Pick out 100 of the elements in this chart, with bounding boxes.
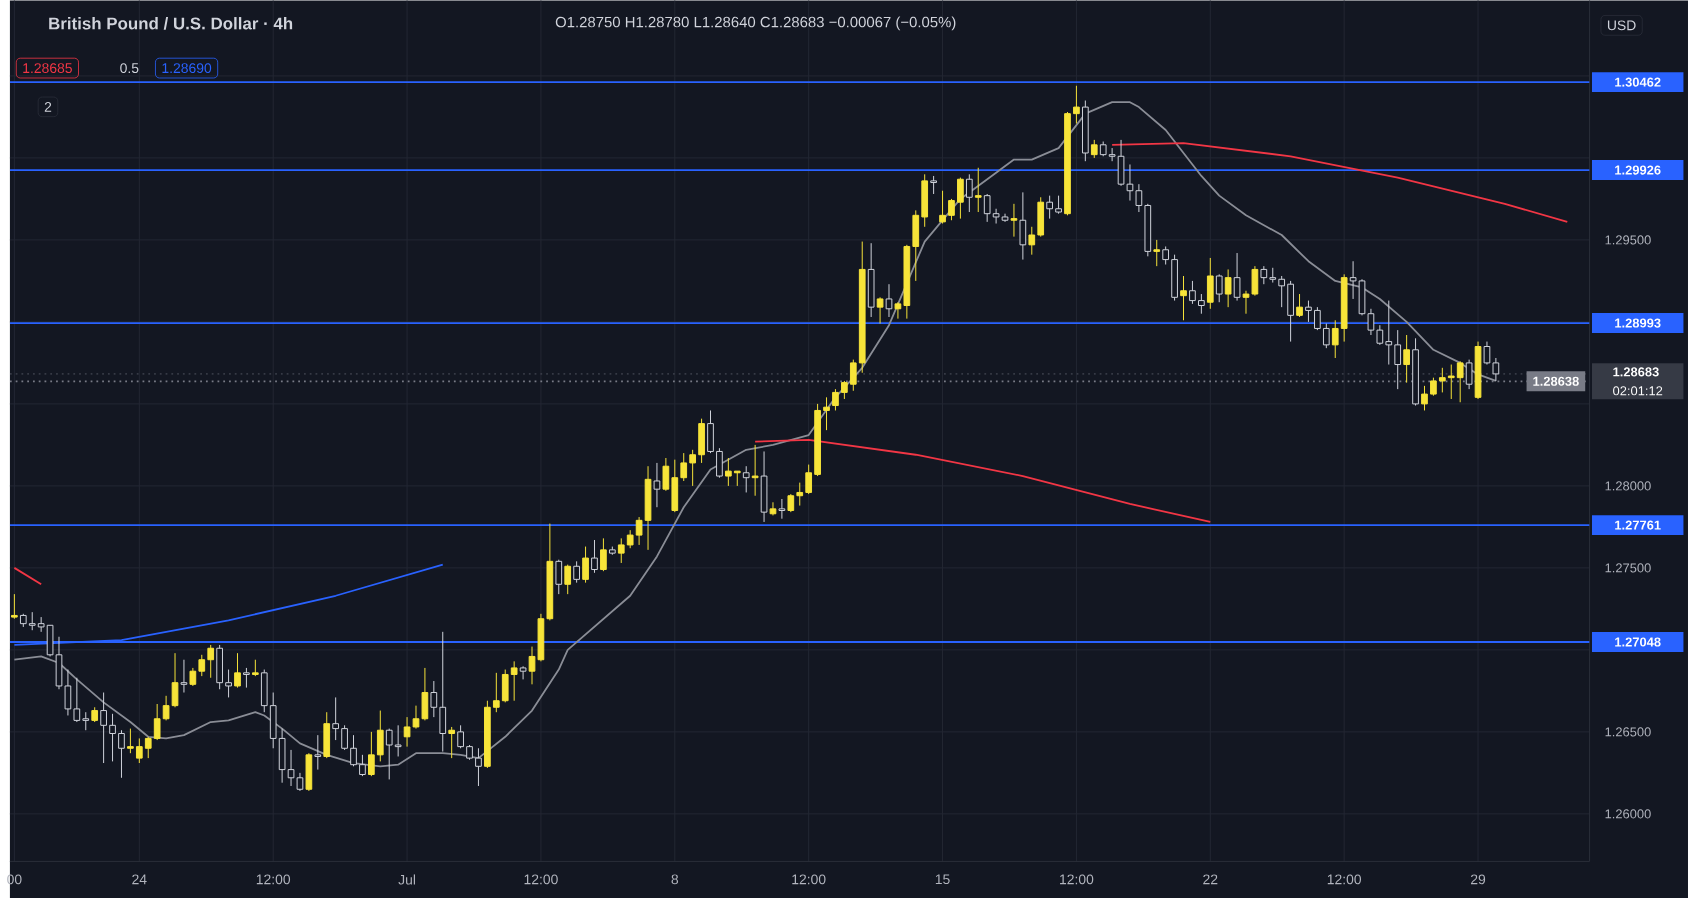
candlestick	[1162, 245, 1170, 265]
candlestick	[1376, 324, 1384, 346]
candlestick	[796, 482, 804, 506]
candlestick	[582, 545, 589, 584]
candlestick	[109, 713, 116, 762]
candlestick	[492, 672, 500, 713]
candlestick	[1296, 293, 1303, 318]
candlestick	[1305, 299, 1312, 323]
x-tick-label: 22	[1203, 874, 1218, 885]
candlestick	[127, 728, 134, 754]
ref-line-label: 1.30462	[1615, 77, 1661, 87]
candlestick	[1233, 252, 1241, 301]
candlestick	[1331, 319, 1339, 359]
candlestick	[11, 593, 18, 620]
ref-line-label: 1.29926	[1615, 165, 1661, 175]
ref-line-label: 1.27761	[1615, 520, 1661, 530]
candlestick	[1349, 260, 1357, 300]
ref-line-label: 1.28993	[1615, 318, 1661, 328]
candlestick	[894, 301, 902, 320]
y-tick-label: 1.26000	[1605, 809, 1651, 819]
candlestick	[1438, 367, 1446, 393]
candlestick	[1447, 363, 1455, 400]
candlestick	[1135, 183, 1143, 213]
candlestick	[475, 747, 482, 787]
candlestick	[974, 167, 982, 213]
candlestick	[510, 660, 518, 702]
candlestick	[1421, 385, 1428, 411]
candlestick	[198, 654, 206, 677]
candlestick	[626, 529, 634, 549]
candlestick	[448, 726, 456, 759]
candlestick	[742, 465, 750, 493]
candlestick	[930, 175, 937, 195]
candlestick	[28, 611, 36, 631]
line-series	[754, 438, 1212, 523]
candlestick	[617, 537, 625, 564]
candlestick	[849, 359, 857, 392]
candlestick	[73, 677, 81, 723]
candlestick	[385, 728, 393, 780]
candlestick	[635, 516, 643, 546]
candlestick	[1090, 139, 1098, 159]
x-tick-label: 12:00	[524, 874, 558, 885]
candlestick	[341, 724, 348, 751]
candlestick	[314, 734, 322, 770]
candlestick	[368, 731, 375, 777]
candlestick	[965, 173, 973, 213]
candlestick	[1403, 334, 1410, 383]
y-tick-label: 1.28000	[1605, 481, 1651, 491]
candlestick	[1260, 265, 1268, 285]
candlestick	[457, 724, 464, 749]
text: USD	[1607, 20, 1636, 31]
candlestick	[725, 457, 732, 487]
annotation: 1.28685	[23, 63, 72, 73]
x-tick-label: 12:00	[1060, 874, 1094, 885]
candlestick	[1385, 299, 1393, 365]
candlestick	[100, 691, 107, 764]
candlestick	[832, 388, 839, 411]
text: O1.28750 H1.28780 L1.28640 C1.28683 −0.00067 (−0.05%)	[555, 16, 956, 31]
candlestick	[751, 444, 759, 497]
candlestick	[680, 452, 688, 482]
candlestick	[939, 190, 946, 224]
ref-line-label: 1.27048	[1615, 637, 1661, 647]
y-tick-label: 1.29500	[1605, 235, 1651, 245]
candlestick	[1430, 377, 1437, 397]
candlestick	[135, 737, 143, 764]
x-tick-label: Jul	[398, 874, 416, 885]
candlestick	[37, 616, 45, 633]
candlestick	[243, 667, 250, 688]
candlestick	[983, 193, 991, 223]
x-tick-label: 24	[132, 874, 147, 885]
candlestick	[519, 665, 527, 680]
candlestick	[1108, 147, 1116, 162]
candlestick	[1046, 195, 1053, 220]
candlestick	[144, 736, 152, 759]
line-series	[1111, 142, 1569, 223]
candlestick	[778, 498, 786, 520]
candlestick	[234, 652, 241, 688]
candlestick	[600, 537, 607, 572]
candlestick	[180, 659, 188, 693]
candlestick	[118, 729, 125, 779]
candlestick	[189, 667, 197, 687]
candlestick	[1153, 239, 1161, 267]
ref-line-label: 1.28683	[1613, 367, 1659, 377]
y-tick-label: 1.26500	[1605, 727, 1651, 737]
candlestick	[1224, 268, 1232, 308]
candlestick	[805, 463, 813, 495]
candlestick	[948, 198, 955, 221]
candlestick	[430, 680, 438, 718]
candlestick	[653, 462, 661, 508]
x-tick-label: 15	[935, 874, 950, 885]
candlestick	[1483, 340, 1491, 365]
candlestick	[876, 296, 884, 324]
x-tick-label: 12:00	[256, 874, 291, 885]
candlestick	[162, 695, 170, 721]
candlestick	[564, 564, 572, 595]
candlestick	[769, 501, 777, 516]
candlestick	[225, 668, 232, 698]
x-tick-label: 29	[1470, 874, 1486, 885]
candlestick	[1189, 280, 1196, 305]
candlestick	[359, 754, 366, 777]
candlestick	[555, 559, 563, 595]
